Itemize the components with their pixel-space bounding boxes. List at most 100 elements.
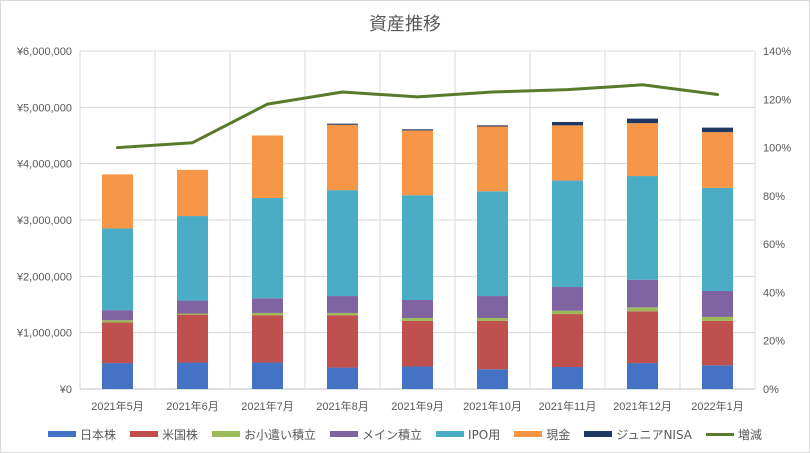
bar-segment <box>552 125 583 181</box>
bar-segment <box>552 310 583 315</box>
bar-segment <box>627 176 658 280</box>
y2-tick-label: 140% <box>763 46 791 58</box>
bar-segment <box>552 180 583 288</box>
bar-segment <box>627 279 658 308</box>
y-tick-label: ¥3,000,000 <box>16 215 72 227</box>
bar-series <box>102 118 733 389</box>
legend-item: ジュニアNISA <box>584 426 692 443</box>
bar-segment <box>327 312 358 316</box>
bar-segment <box>552 367 583 389</box>
legend-swatch <box>212 431 240 437</box>
x-tick-label: 2021年10月 <box>463 399 522 413</box>
legend-label: お小遣い積立 <box>244 427 317 442</box>
y2-tick-label: 80% <box>763 191 785 203</box>
bar-segment <box>702 127 733 133</box>
legend-swatch <box>129 431 158 437</box>
bar-segment <box>327 296 358 313</box>
legend-swatch <box>514 431 543 437</box>
x-tick-label: 2021年11月 <box>539 399 597 413</box>
legend-label: IPO用 <box>468 427 501 442</box>
bar-segment <box>477 191 508 297</box>
bar-segment <box>102 174 133 229</box>
bar-segment <box>702 316 733 321</box>
bar-segment <box>327 315 358 368</box>
y-tick-label: ¥5,000,000 <box>16 102 72 114</box>
legend-swatch <box>330 431 359 437</box>
bar-segment <box>627 363 658 389</box>
bar-segment <box>102 228 133 311</box>
y2-tick-label: 120% <box>763 94 791 106</box>
bar-segment <box>702 365 733 389</box>
gridlines <box>79 50 756 390</box>
bar-segment <box>102 320 133 323</box>
bar-segment <box>327 124 358 191</box>
bar-segment <box>477 320 508 370</box>
bar-segment <box>327 367 358 389</box>
bar-segment <box>177 314 208 363</box>
legend-item: メイン積立 <box>330 426 422 443</box>
bar-segment <box>177 313 208 315</box>
bar-segment <box>627 118 658 124</box>
y-tick-label: ¥0 <box>59 384 72 396</box>
legend-item: 日本株 <box>47 426 116 443</box>
x-tick-label: 2021年8月 <box>316 399 369 413</box>
bar-segment <box>177 300 208 314</box>
y-tick-label: ¥2,000,000 <box>16 271 72 283</box>
y2-tick-label: 100% <box>763 143 791 155</box>
bar-segment <box>252 198 283 299</box>
bar-segment <box>252 362 283 389</box>
bar-segment <box>102 322 133 364</box>
chart-legend: 日本株 米国株 お小遣い積立 メイン積立 IPO用 現金 ジュニアNISA 増減 <box>0 424 810 444</box>
bar-segment <box>702 132 733 188</box>
chart-title: 資産推移 <box>369 14 441 35</box>
bar-segment <box>402 195 433 300</box>
bar-segment <box>477 296 508 319</box>
legend-label: 日本株 <box>79 427 116 442</box>
x-tick-label: 2021年9月 <box>391 399 444 413</box>
y-tick-label: ¥6,000,000 <box>16 46 72 58</box>
bar-segment <box>252 315 283 363</box>
legend-item: 現金 <box>514 426 570 443</box>
bar-segment <box>477 125 508 127</box>
bar-segment <box>402 318 433 321</box>
legend-swatch <box>706 432 735 436</box>
x-tick-label: 2021年12月 <box>613 399 672 413</box>
bar-segment <box>177 362 208 389</box>
bar-segment <box>627 307 658 312</box>
line-zougen <box>116 83 719 150</box>
y-tick-label: ¥1,000,000 <box>16 328 72 340</box>
y-tick-label: ¥4,000,000 <box>16 159 72 171</box>
bar-segment <box>627 311 658 364</box>
legend-label: 現金 <box>546 427 571 442</box>
legend-label: 米国株 <box>161 427 198 442</box>
bar-segment <box>627 123 658 177</box>
bar-segment <box>327 190 358 297</box>
y2-tick-label: 40% <box>763 287 785 299</box>
legend-swatch <box>584 431 613 437</box>
legend-swatch <box>436 431 465 437</box>
y2-tick-label: 20% <box>763 336 785 348</box>
bar-segment <box>702 290 733 317</box>
bar-segment <box>102 310 133 321</box>
bar-segment <box>477 369 508 389</box>
y2-tick-label: 60% <box>763 239 785 251</box>
x-tick-label: 2022年1月 <box>691 399 744 413</box>
bar-segment <box>552 314 583 368</box>
bar-segment <box>402 320 433 367</box>
bar-segment <box>402 129 433 131</box>
bar-segment <box>702 320 733 366</box>
legend-item: お小遣い積立 <box>212 426 316 443</box>
bar-segment <box>252 312 283 316</box>
legend-label: ジュニアNISA <box>616 427 693 442</box>
axes: ¥0 ¥1,000,000 ¥2,000,000 ¥3,000,000 ¥4,000,0… <box>16 46 791 413</box>
x-tick-label: 2021年7月 <box>241 399 294 413</box>
bar-segment <box>702 187 733 291</box>
x-tick-label: 2021年6月 <box>166 399 219 413</box>
bar-segment <box>552 121 583 126</box>
legend-swatch <box>47 431 76 437</box>
bar-segment <box>402 366 433 389</box>
bar-segment <box>477 318 508 321</box>
x-tick-label: 2021年5月 <box>91 399 144 413</box>
bar-segment <box>477 126 508 192</box>
